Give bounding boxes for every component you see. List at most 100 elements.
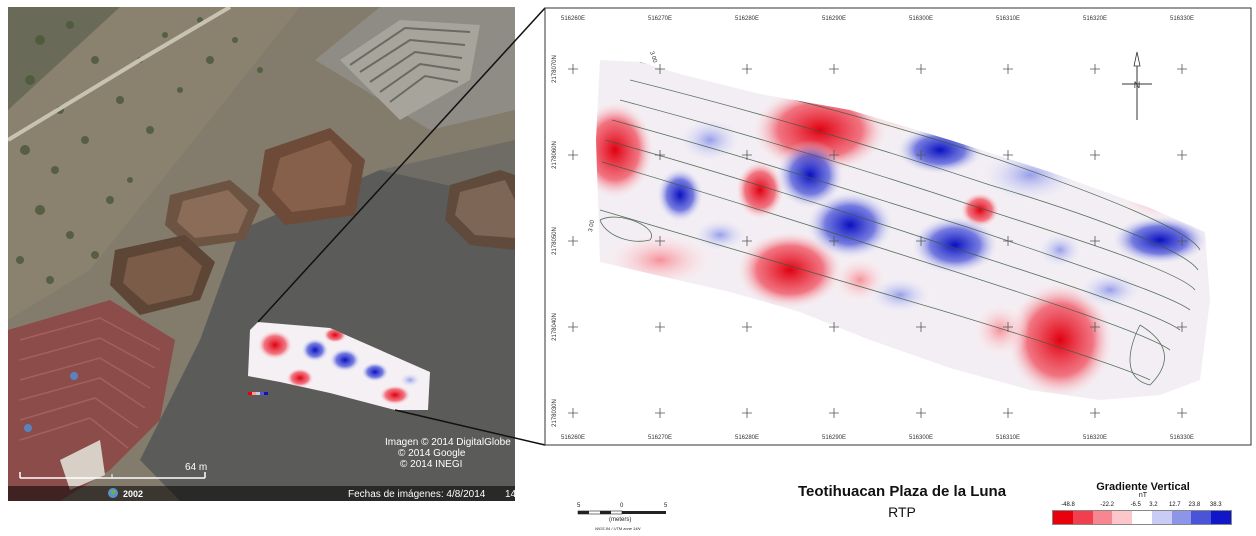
contour-label-top: 3 00 xyxy=(648,51,658,65)
legend-tick: 3.2 xyxy=(1149,502,1158,508)
x-tick-label: 516300E xyxy=(909,16,933,22)
grid-cross xyxy=(568,408,578,418)
scale-label-right: 5 xyxy=(664,503,668,509)
grid-cross xyxy=(742,408,752,418)
leader-line-top xyxy=(257,7,546,323)
grid-crosses xyxy=(568,64,1187,418)
y-tick-label: 2178040N xyxy=(552,313,558,341)
x-tick-label: 516290E xyxy=(822,16,846,22)
y-tick-label: 2178050N xyxy=(552,227,558,255)
grid-cross xyxy=(916,408,926,418)
scale-label-left: 5 xyxy=(577,503,581,509)
north-arrow-icon: N xyxy=(1122,51,1152,120)
grid-cross xyxy=(1003,64,1013,74)
grid-cross xyxy=(1177,150,1187,160)
x-tick-label: 516260E xyxy=(561,435,585,441)
leader-line-bottom xyxy=(394,409,546,446)
aerial-distance: 64 m xyxy=(185,462,207,473)
legend-swatch xyxy=(1191,511,1212,524)
placemark-icon[interactable] xyxy=(24,424,32,432)
x-axis-top: 516260E 516270E 516280E 516290E 516300E … xyxy=(561,16,1194,22)
grid-cross xyxy=(829,64,839,74)
grid-cross xyxy=(568,236,578,246)
legend-swatch xyxy=(1132,511,1152,524)
grid-cross xyxy=(916,236,926,246)
grid-cross xyxy=(1090,64,1100,74)
aerial-date: Fechas de imágenes: 4/8/2014 xyxy=(348,489,486,500)
contour-label-left: 3 00 xyxy=(588,219,596,232)
x-tick-label: 516310E xyxy=(996,435,1020,441)
legend-tick: -22.2 xyxy=(1100,502,1115,508)
grid-cross xyxy=(829,236,839,246)
scale-label-zero: 0 xyxy=(620,503,624,509)
x-tick-label: 516310E xyxy=(996,16,1020,22)
grid-cross xyxy=(829,322,839,332)
legend-tick: 12.7 xyxy=(1168,502,1181,508)
grid-cross xyxy=(568,150,578,160)
google-earth-globe-icon xyxy=(108,488,118,498)
aerial-date-tail: 14 xyxy=(505,489,517,500)
north-label: N xyxy=(1134,80,1141,90)
y-tick-label: 2178060N xyxy=(552,141,558,169)
grid-cross xyxy=(916,150,926,160)
grid-cross xyxy=(655,408,665,418)
legend-tick: 23.8 xyxy=(1188,502,1201,508)
grid-cross xyxy=(916,64,926,74)
legend-unit: nT xyxy=(1138,492,1148,499)
grid-cross xyxy=(829,150,839,160)
aerial-credit-1: Imagen © 2014 DigitalGlobe xyxy=(385,437,511,448)
legend-swatch xyxy=(1112,511,1133,524)
aerial-image xyxy=(8,7,515,501)
legend-swatch xyxy=(1151,511,1172,524)
scale-unit: (meters) xyxy=(609,517,632,523)
grid-cross xyxy=(1090,236,1100,246)
grid-cross xyxy=(568,64,578,74)
legend-color-ramp xyxy=(1052,510,1232,525)
grid-cross xyxy=(1177,322,1187,332)
y-axis-left: 2178070N 2178060N 2178050N 2178040N 2178… xyxy=(552,55,558,427)
grid-cross xyxy=(1003,322,1013,332)
legend-swatch xyxy=(1092,511,1113,524)
legend-tick-labels: -48.8 -22.2 -6.5 3.2 12.7 23.8 38.3 xyxy=(1052,502,1230,510)
map-scale-bar xyxy=(577,510,666,515)
grid-cross xyxy=(742,64,752,74)
x-tick-label: 516320E xyxy=(1083,435,1107,441)
grid-cross xyxy=(1177,408,1187,418)
grid-cross xyxy=(829,408,839,418)
legend-tick: -6.5 xyxy=(1130,502,1141,508)
legend-swatch xyxy=(1171,511,1192,524)
aerial-year[interactable]: 2002 xyxy=(123,489,143,499)
y-tick-label: 2178070N xyxy=(552,55,558,83)
grid-cross xyxy=(742,150,752,160)
x-tick-label: 516270E xyxy=(648,16,672,22)
grid-cross xyxy=(1177,236,1187,246)
legend-swatch xyxy=(1053,511,1073,524)
grid-cross xyxy=(1177,64,1187,74)
x-tick-label: 516320E xyxy=(1083,16,1107,22)
map-title: Teotihuacan Plaza de la Luna xyxy=(797,483,1007,500)
aerial-survey-overlay xyxy=(248,322,430,410)
x-axis-bottom: 516260E 516270E 516280E 516290E 516300E … xyxy=(561,435,1194,441)
x-tick-label: 516290E xyxy=(822,435,846,441)
x-tick-label: 516270E xyxy=(648,435,672,441)
grid-cross xyxy=(1003,408,1013,418)
legend-swatch xyxy=(1211,511,1232,524)
grid-cross xyxy=(1003,150,1013,160)
x-tick-label: 516260E xyxy=(561,16,585,22)
legend-tick: -48.8 xyxy=(1061,502,1075,508)
x-tick-label: 516300E xyxy=(909,435,933,441)
grid-cross xyxy=(655,236,665,246)
placemark-icon[interactable] xyxy=(70,372,78,380)
map-subtitle: RTP xyxy=(888,504,916,520)
grid-cross xyxy=(1090,408,1100,418)
legend-tick: 38.3 xyxy=(1209,502,1222,508)
grid-cross xyxy=(1090,322,1100,332)
grid-cross xyxy=(655,150,665,160)
grid-cross xyxy=(916,322,926,332)
x-tick-label: 516330E xyxy=(1170,435,1194,441)
grid-cross xyxy=(568,322,578,332)
x-tick-label: 516280E xyxy=(735,435,759,441)
scale-projection: WGS 84 / UTM zone 14N xyxy=(595,526,641,531)
grid-cross xyxy=(1090,150,1100,160)
